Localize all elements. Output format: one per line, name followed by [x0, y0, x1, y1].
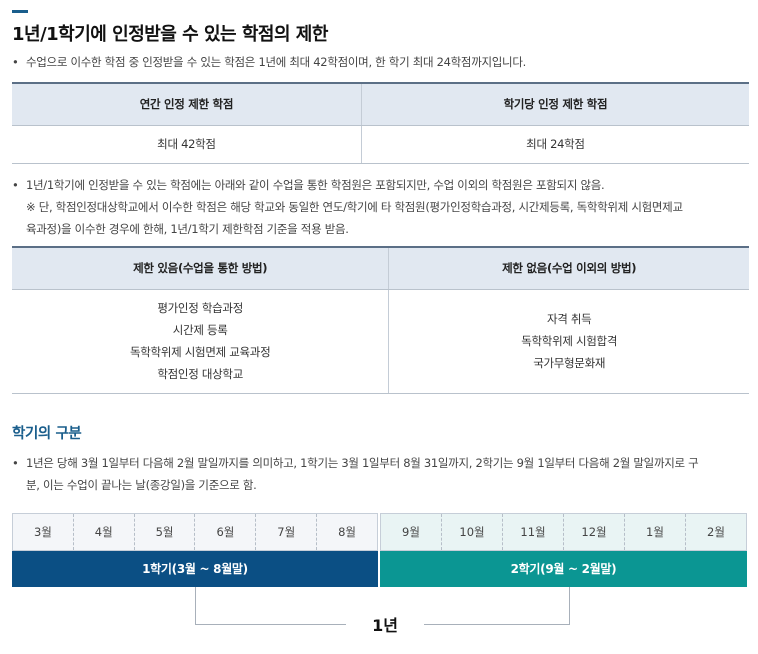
semester2-months: 9월 10월 11월 12월 1월 2월 [380, 513, 747, 551]
title-accent-bar [12, 10, 28, 13]
month-cell: 8월 [316, 514, 377, 550]
month-cell: 3월 [33, 525, 52, 539]
month-cell: 9월 [402, 525, 420, 539]
semester1-months: 3월 4월 5월 6월 7월 8월 [12, 513, 378, 551]
list-item: 평가인정 학습과정 [157, 301, 243, 315]
semester1-bar: 1학기(3월 ~ 8월말) [12, 551, 378, 587]
header-annual-limit: 연간 인정 제한 학점 [12, 82, 362, 126]
semester2-bar: 2학기(9월 ~ 2월말) [380, 551, 747, 587]
credit-limit-table: 연간 인정 제한 학점 학기당 인정 제한 학점 최대 42학점 최대 24학점 [12, 82, 749, 164]
month-cell: 11월 [502, 514, 563, 550]
month-cell: 12월 [563, 514, 624, 550]
note-line: 육과정)을 이수한 경우에 한해, 1년/1학기 제한학점 기준을 적용 받음. [26, 222, 349, 236]
list-item: 시간제 등록 [172, 323, 228, 337]
value-annual-limit: 최대 42학점 [12, 125, 362, 164]
bullet-dot: • [12, 456, 19, 470]
page-title: 1년/1학기에 인정받을 수 있는 학점의 제한 [12, 24, 328, 45]
month-cell: 10월 [441, 514, 502, 550]
month-cell: 1월 [624, 514, 685, 550]
bullet-dot: • [12, 55, 19, 69]
year-label: 1년 [346, 614, 424, 638]
month-cell: 6월 [194, 514, 255, 550]
bullet-included-sources: • 1년/1학기에 인정받을 수 있는 학점에는 아래와 같이 수업을 통한 학점… [12, 174, 683, 240]
list-item: 독학학위제 시험합격 [521, 334, 618, 348]
month-cell: 7월 [255, 514, 316, 550]
header-unlimited-methods: 제한 없음(수업 이외의 방법) [388, 246, 749, 290]
bullet-dot: • [12, 178, 19, 192]
month-cell: 4월 [72, 514, 134, 550]
header-semester-limit: 학기당 인정 제한 학점 [360, 82, 749, 126]
list-item: 자격 취득 [546, 312, 592, 326]
bullet-semester-definition: • 1년은 당해 3월 1일부터 다음해 2월 말일까지를 의미하고, 1학기는 … [12, 452, 699, 496]
limit-methods-table: 제한 있음(수업을 통한 방법) 제한 없음(수업 이외의 방법) 평가인정 학… [12, 246, 749, 394]
bullet-credit-limit: • 수업으로 이수한 학점 중 인정받을 수 있는 학점은 1년에 최대 42학점… [12, 51, 526, 73]
list-item: 국가무형문화재 [533, 356, 606, 370]
section-title-semester: 학기의 구분 [12, 426, 82, 442]
header-limited-methods: 제한 있음(수업을 통한 방법) [12, 246, 389, 290]
unlimited-methods-list: 자격 취득 독학학위제 시험합격 국가무형문화재 [388, 289, 749, 394]
value-semester-limit: 최대 24학점 [360, 125, 749, 164]
list-item: 학점인정 대상학교 [157, 367, 243, 381]
month-cell: 5월 [133, 514, 195, 550]
list-item: 독학학위제 시험면제 교육과정 [130, 345, 271, 359]
limited-methods-list: 평가인정 학습과정 시간제 등록 독학학위제 시험면제 교육과정 학점인정 대상… [12, 289, 389, 394]
month-cell: 2월 [685, 514, 746, 550]
note-line: ※ 단, 학점인정대상학교에서 이수한 학점은 해당 학교와 동일한 연도/학기… [26, 200, 683, 214]
